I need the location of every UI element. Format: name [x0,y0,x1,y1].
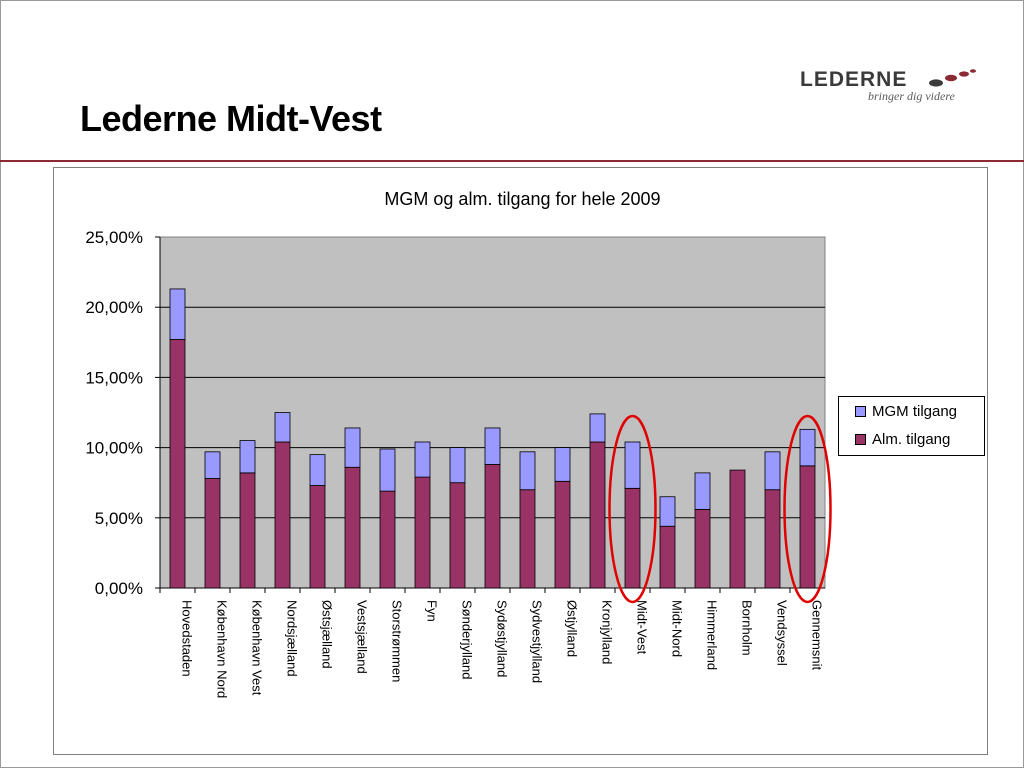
y-tick-label: 15,00% [85,368,143,387]
bar-mgm [764,451,781,491]
x-category-label: Nordsjælland [285,600,300,677]
bar-alm [694,508,711,589]
x-category-label: Storstrømmen [390,600,405,682]
x-category-label: Vendsyssel [775,600,790,666]
bar-alm [484,464,501,589]
bar-alm [554,480,571,589]
x-category-label: Himmerland [705,600,720,670]
logo-dots-icon [929,69,976,87]
x-category-label: Østjylland [565,600,580,657]
bar-mgm [694,472,711,510]
bar-mgm [344,427,361,468]
bar-alm [274,441,291,589]
lederne-logo: LEDERNE bringer dig videre [800,64,980,108]
bar-alm [309,485,326,589]
bar-alm [379,490,396,589]
legend-label-alm: Alm. tilgang [872,431,951,448]
bar-alm [519,489,536,589]
x-category-label: Fyn [425,600,440,622]
bar-alm [449,482,466,589]
x-category-label: Sønderjylland [460,600,475,680]
chart-title: MGM og alm. tilgang for hele 2009 [384,189,660,209]
x-category-label: Østsjælland [320,600,335,669]
x-category-label: Gennemsnit [810,600,825,670]
legend-item-alm: Alm. tilgang [855,431,950,448]
bar-mgm [589,413,606,443]
bar-mgm [624,441,641,489]
bar-alm [204,478,221,589]
highlight-ellipse [608,414,657,604]
bar-mgm [554,447,571,482]
legend-swatch-mgm [855,405,866,417]
y-tick-label: 25,00% [85,228,143,247]
bar-alm [414,476,431,589]
bar-mgm [799,428,816,467]
x-category-label: Sydvestjylland [530,600,545,683]
bar-alm [764,489,781,589]
bar-mgm [379,448,396,492]
slide-title: Lederne Midt-Vest [80,98,382,139]
bar-mgm [274,412,291,443]
legend-label-mgm: MGM tilgang [872,403,958,420]
bar-alm [589,441,606,589]
y-tick-label: 0,00% [95,579,143,598]
bar-alm [624,487,641,589]
bar-alm [239,472,256,589]
y-tick-label: 10,00% [85,439,143,458]
chart-container: MGM og alm. tilgang for hele 2009 25,00% 2… [53,167,988,755]
bar-mgm [414,441,431,478]
title-divider [0,160,1024,162]
y-tick-label: 20,00% [85,298,143,317]
legend-swatch-alm [855,433,866,445]
bar-alm [344,466,361,589]
x-category-label: København Vest [250,600,265,696]
x-category-label: Kronjylland [600,600,615,664]
y-tick-label: 5,00% [95,509,143,528]
bar-alm [659,525,676,589]
bar-mgm [449,447,466,484]
x-category-label: Bornholm [740,600,755,656]
bar-alm [729,469,746,589]
chart-legend: MGM tilgang Alm. tilgang [838,396,985,456]
bar-mgm [204,451,221,479]
logo-wordmark: LEDERNE [800,68,908,91]
bar-alm [169,339,186,589]
x-category-label: Midt-Vest [635,600,650,655]
x-category-label: Hovedstaden [180,600,195,677]
legend-item-mgm: MGM tilgang [855,403,957,420]
bar-mgm [169,288,186,340]
x-category-label: Midt-Nord [670,600,685,657]
logo-tagline: bringer dig videre [868,89,955,103]
bar-mgm [309,454,326,486]
x-category-label: Vestsjælland [355,600,370,674]
bar-mgm [519,451,536,491]
bar-mgm [484,427,501,465]
bar-mgm [659,496,676,527]
bar-alm [799,465,816,589]
bar-mgm [239,440,256,474]
chart-svg: MGM og alm. tilgang for hele 2009 25,00% 2… [85,189,832,698]
x-category-label: Sydøstjylland [495,600,510,677]
x-category-label: København Nord [215,600,230,698]
highlight-ellipse [783,414,832,604]
